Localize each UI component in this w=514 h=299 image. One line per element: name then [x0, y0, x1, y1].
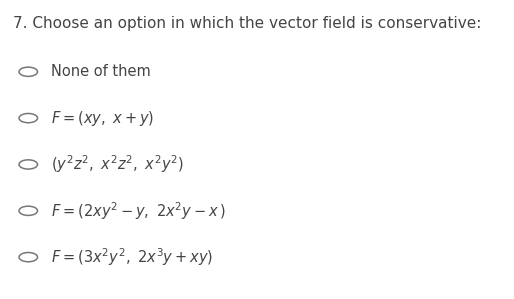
Text: $(y^2z^2,\ x^2z^2,\ x^2y^2)$: $(y^2z^2,\ x^2z^2,\ x^2y^2)$	[51, 154, 184, 175]
Text: $F = (3x^2y^2,\ 2x^3y + xy)$: $F = (3x^2y^2,\ 2x^3y + xy)$	[51, 246, 214, 268]
Text: None of them: None of them	[51, 64, 151, 79]
Text: $F = (xy,\ x + y)$: $F = (xy,\ x + y)$	[51, 109, 155, 128]
Text: $F = (2xy^2 - y,\ 2x^2y - x\,)$: $F = (2xy^2 - y,\ 2x^2y - x\,)$	[51, 200, 226, 222]
Text: 7. Choose an option in which the vector field is conservative:: 7. Choose an option in which the vector …	[13, 16, 481, 31]
